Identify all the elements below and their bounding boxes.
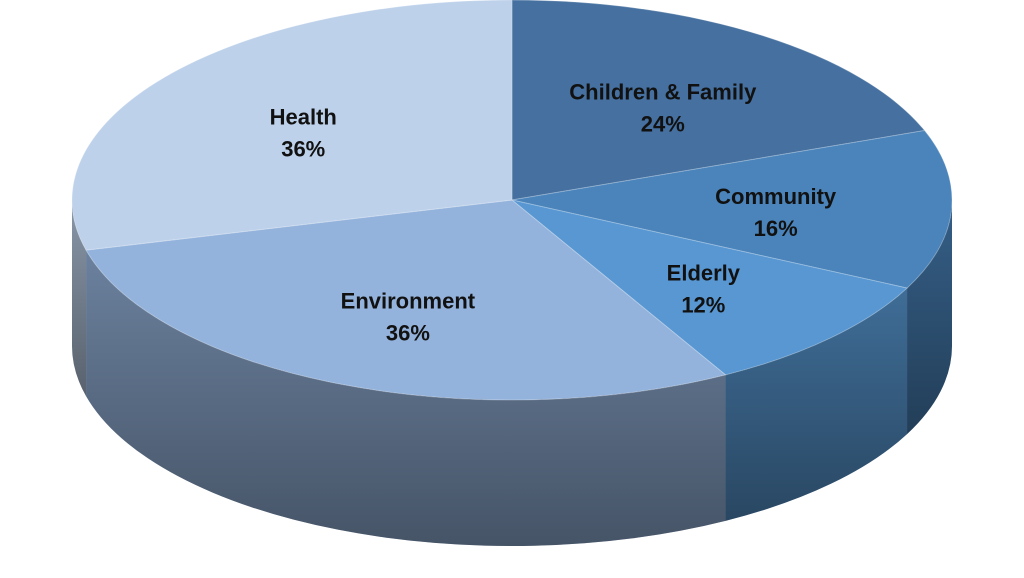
- side-shade-community: [907, 200, 952, 435]
- side-shade-environment: [86, 250, 726, 546]
- pie-slices: [71, 0, 953, 401]
- slice-name-elderly: Elderly: [667, 261, 741, 286]
- slice-environment: [85, 199, 727, 401]
- side-shade-elderly: [725, 288, 908, 521]
- slice-children-family: [511, 0, 926, 201]
- slice-elderly: [511, 199, 909, 376]
- slice-percent-elderly: 12%: [681, 293, 725, 318]
- pie-sides: [72, 200, 952, 546]
- slice-community: [511, 129, 953, 289]
- slice-name-health: Health: [270, 105, 337, 130]
- slice-percent-children-family: 24%: [641, 112, 685, 137]
- slice-name-community: Community: [715, 184, 837, 209]
- side-shade-health: [72, 200, 87, 397]
- slice-percent-environment: 36%: [386, 320, 430, 345]
- slice-percent-community: 16%: [754, 216, 798, 241]
- pie-labels: Children & Family 24% Community 16% Elderly 1…: [270, 80, 837, 346]
- slice-name-environment: Environment: [341, 288, 476, 313]
- slice-health: [71, 0, 513, 251]
- slice-name-children-family: Children & Family: [569, 80, 757, 105]
- slice-percent-health: 36%: [281, 137, 325, 162]
